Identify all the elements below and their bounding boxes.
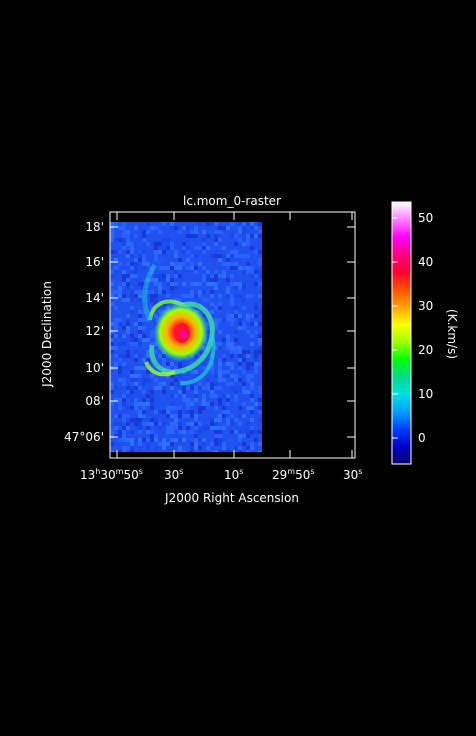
y-tick-label: 14' bbox=[85, 291, 104, 305]
map-frame bbox=[109, 211, 356, 459]
colorbar-tick-label: 40 bbox=[418, 255, 433, 269]
colorbar-unit-label: (K.km/s) bbox=[445, 309, 459, 359]
map-blank-region bbox=[262, 222, 272, 452]
colorbar-tick-label: 50 bbox=[418, 211, 433, 225]
colorbar-scale bbox=[391, 201, 412, 465]
x-tick-label: 13h30m50s bbox=[80, 467, 143, 482]
x-tick-label: 29m50s bbox=[272, 467, 315, 482]
x-tick-label: 10s bbox=[224, 467, 243, 482]
y-tick-label: 18' bbox=[85, 220, 104, 234]
map-title: lc.mom_0-raster bbox=[183, 194, 281, 208]
y-tick-label: 10' bbox=[85, 361, 104, 375]
y-tick-label: 08' bbox=[85, 394, 104, 408]
y-tick-label: 47°06' bbox=[64, 430, 104, 444]
y-tick-label: 16' bbox=[85, 255, 104, 269]
x-tick-labels: 13h30m50s 30s 10s 29m50s 30s bbox=[80, 467, 362, 482]
colorbar-tick-label: 30 bbox=[418, 299, 433, 313]
y-axis-label: J2000 Declination bbox=[40, 281, 54, 388]
y-tick-labels: 18' 16' 14' 12' 10' 08' 47°06' bbox=[64, 220, 104, 444]
colorbar-tick-label: 10 bbox=[418, 387, 433, 401]
x-axis-label: J2000 Right Ascension bbox=[164, 491, 299, 505]
y-tick-label: 12' bbox=[85, 324, 104, 338]
colorbar-tick-label: 20 bbox=[418, 343, 433, 357]
x-tick-label: 30s bbox=[164, 467, 183, 482]
x-tick-label: 30s bbox=[343, 467, 362, 482]
axis-ticks bbox=[110, 212, 355, 458]
moment-map[interactable] bbox=[110, 222, 270, 454]
colorbar-tick-label: 0 bbox=[418, 431, 426, 445]
galaxy-spiral bbox=[142, 263, 216, 386]
colorbar: 50 40 30 20 10 0 (K.km/s) bbox=[391, 201, 459, 465]
